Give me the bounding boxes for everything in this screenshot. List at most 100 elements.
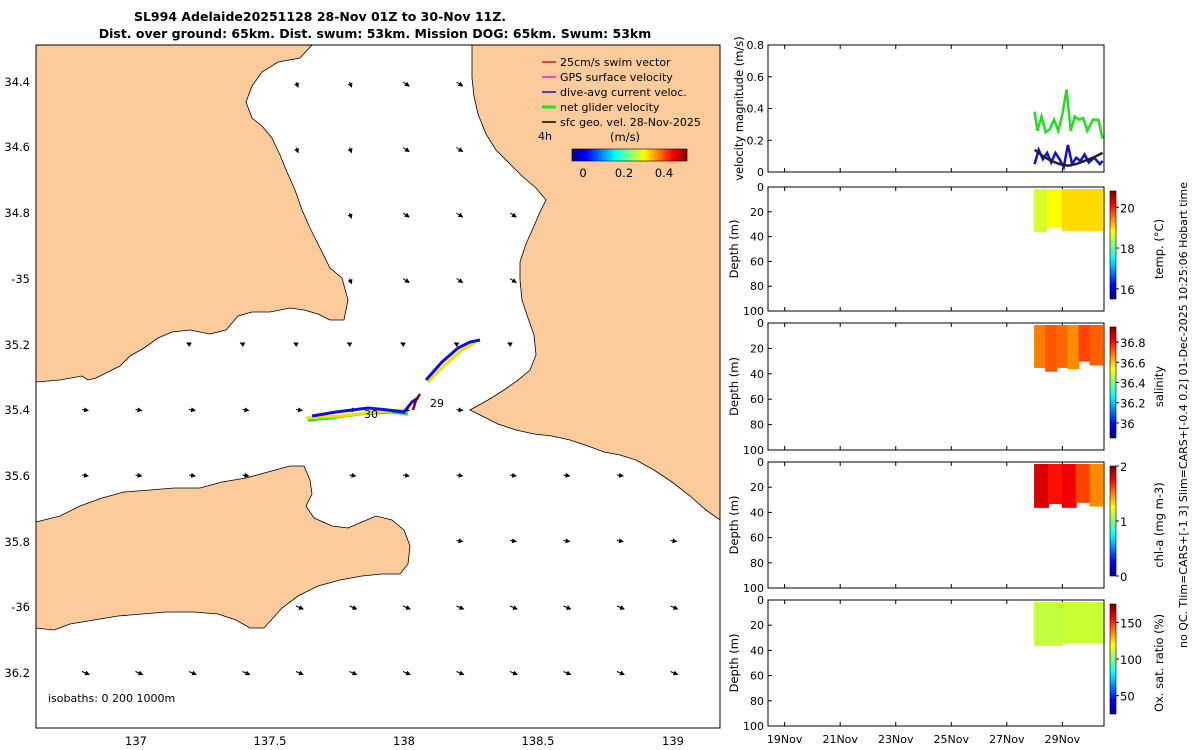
geostrophic-velocity-field: [81, 81, 679, 676]
legend-label: dive-avg current veloc.: [560, 86, 687, 99]
geostrophic-arrow: [563, 538, 571, 544]
y-axis-label: Depth (m): [727, 357, 741, 416]
map-y-axis: 34.4 34.6 34.8 -35 35.2 35.4 35.6 35.8 -…: [4, 75, 30, 680]
map-y-tick: 35.6: [4, 469, 30, 483]
geostrophic-arrow: [295, 605, 304, 610]
geostrophic-arrow: [509, 605, 518, 610]
map-x-axis: 137 137.5 138 138.5 139: [125, 734, 684, 748]
geostrophic-arrow: [349, 605, 358, 610]
map-legend: 25cm/s swim vector GPS surface velocity …: [538, 56, 701, 180]
map-y-tick: 36.2: [4, 666, 30, 680]
geostrophic-arrow: [294, 147, 299, 154]
track-north-leg-blue: [424, 338, 481, 381]
geostrophic-arrow: [402, 147, 410, 153]
y-tick-label: 20: [750, 481, 764, 494]
y-axis-label: Depth (m): [727, 634, 741, 693]
geostrophic-arrow: [616, 605, 625, 610]
geostrophic-arrow: [402, 212, 410, 218]
day-label-30: 30: [364, 408, 378, 421]
y-tick-label: 60: [750, 393, 764, 406]
panel-frame: [767, 44, 1105, 173]
legend-item-sfc-geo: sfc geo. vel. 28-Nov-2025: [542, 116, 701, 129]
map-y-tick: 34.8: [4, 206, 30, 220]
y-tick-label: 0.2: [747, 134, 765, 147]
geostrophic-arrow: [563, 605, 572, 610]
geostrophic-arrow: [295, 670, 304, 676]
velocity-series-line: [1033, 148, 1104, 167]
section-panel: 0 20 40 60 80 100 Depth (m) 16 18 20 temp. (°C): [727, 181, 1166, 318]
profile-section: [1045, 325, 1058, 372]
legend-item-swim-vector: 25cm/s swim vector: [542, 56, 671, 69]
y-axis-label: velocity magnitude (m/s): [732, 36, 746, 181]
map-axes: 29 30 137 137.5 138 138.5 139 34.4 34.6 …: [4, 44, 721, 748]
geostrophic-arrow: [563, 472, 571, 478]
title-line-2: Dist. over ground: 65km. Dist. swum: 53k…: [99, 26, 652, 41]
geostrophic-arrow: [188, 407, 196, 413]
colorbar-tick-label: 36: [1120, 417, 1135, 431]
geostrophic-arrow: [347, 278, 353, 285]
geostrophic-arrow: [135, 407, 143, 413]
map-y-tick: -36: [11, 600, 30, 614]
qc-side-note: no QC. Tlim=CARS+[-1 3] Slim=CARS+[-0.4 …: [1177, 182, 1190, 648]
profile-section: [1075, 464, 1091, 503]
colorbar-unit: (m/s): [610, 130, 640, 144]
geostrophic-arrow: [402, 472, 410, 478]
x-tick-label: 29Nov: [1045, 733, 1081, 746]
map-x-tick: 139: [662, 734, 684, 748]
map-x-tick: 138: [393, 734, 415, 748]
colorbar-tick-label: 50: [1120, 690, 1135, 704]
geostrophic-arrow: [347, 147, 353, 154]
geostrophic-arrow: [509, 212, 517, 218]
colorbar-tick-label: 150: [1120, 616, 1142, 630]
profile-section: [1034, 602, 1063, 646]
geostrophic-arrow: [456, 212, 464, 218]
colorbar: [1109, 603, 1117, 715]
profile-section: [1056, 325, 1069, 368]
x-tick-label: 27Nov: [989, 733, 1025, 746]
y-tick-label: 0: [757, 317, 764, 330]
y-tick-label: 20: [750, 342, 764, 355]
land-kangaroo-island: [36, 465, 411, 631]
y-tick-label: 20: [750, 619, 764, 632]
geostrophic-arrow: [509, 538, 517, 544]
geostrophic-arrow: [295, 407, 303, 413]
y-tick-label: 0.8: [747, 39, 765, 52]
land-fleurieu-peninsula: [469, 45, 720, 521]
velocity-series-line: [1033, 89, 1104, 139]
geostrophic-arrow: [453, 342, 460, 348]
geostrophic-arrow: [81, 407, 89, 413]
colorbar: [1109, 190, 1117, 300]
y-tick-label: 20: [750, 206, 764, 219]
y-tick-label: 80: [750, 557, 764, 570]
legend-item-net-velocity: net glider velocity: [542, 101, 660, 114]
map-y-tick: 34.4: [4, 75, 30, 89]
profile-section: [1061, 188, 1104, 231]
colorbar-tick-label: 36.4: [1120, 377, 1146, 391]
y-tick-label: 0.6: [747, 71, 765, 84]
profile-section: [1089, 325, 1104, 366]
y-tick-label: 80: [750, 695, 764, 708]
colorbar-tick-label: 0: [1120, 570, 1127, 584]
geostrophic-arrow: [293, 342, 299, 348]
geostrophic-arrow: [616, 472, 624, 478]
map-y-tick: 34.6: [4, 140, 30, 154]
geostrophic-arrow: [188, 472, 196, 478]
map-x-tick: 137.5: [254, 734, 287, 748]
geostrophic-arrow: [81, 472, 89, 478]
y-tick-label: 40: [750, 506, 764, 519]
y-tick-label: 60: [750, 670, 764, 683]
geostrophic-arrow: [239, 342, 246, 348]
profile-section: [1034, 464, 1049, 508]
colorbar-tick-label: 36.8: [1120, 336, 1146, 350]
colorbar: [1109, 465, 1117, 577]
legend-item-dive-avg: dive-avg current veloc.: [542, 86, 687, 99]
colorbar-label: Ox. sat. ratio (%): [1152, 614, 1166, 712]
land-yorke-peninsula: [36, 45, 349, 383]
colorbar-label: temp. (°C): [1152, 219, 1166, 279]
geostrophic-arrow: [188, 670, 197, 676]
track-dive-avg: [311, 396, 419, 418]
y-tick-label: 40: [750, 231, 764, 244]
geostrophic-arrow: [346, 342, 353, 348]
y-tick-label: 100: [743, 582, 764, 595]
